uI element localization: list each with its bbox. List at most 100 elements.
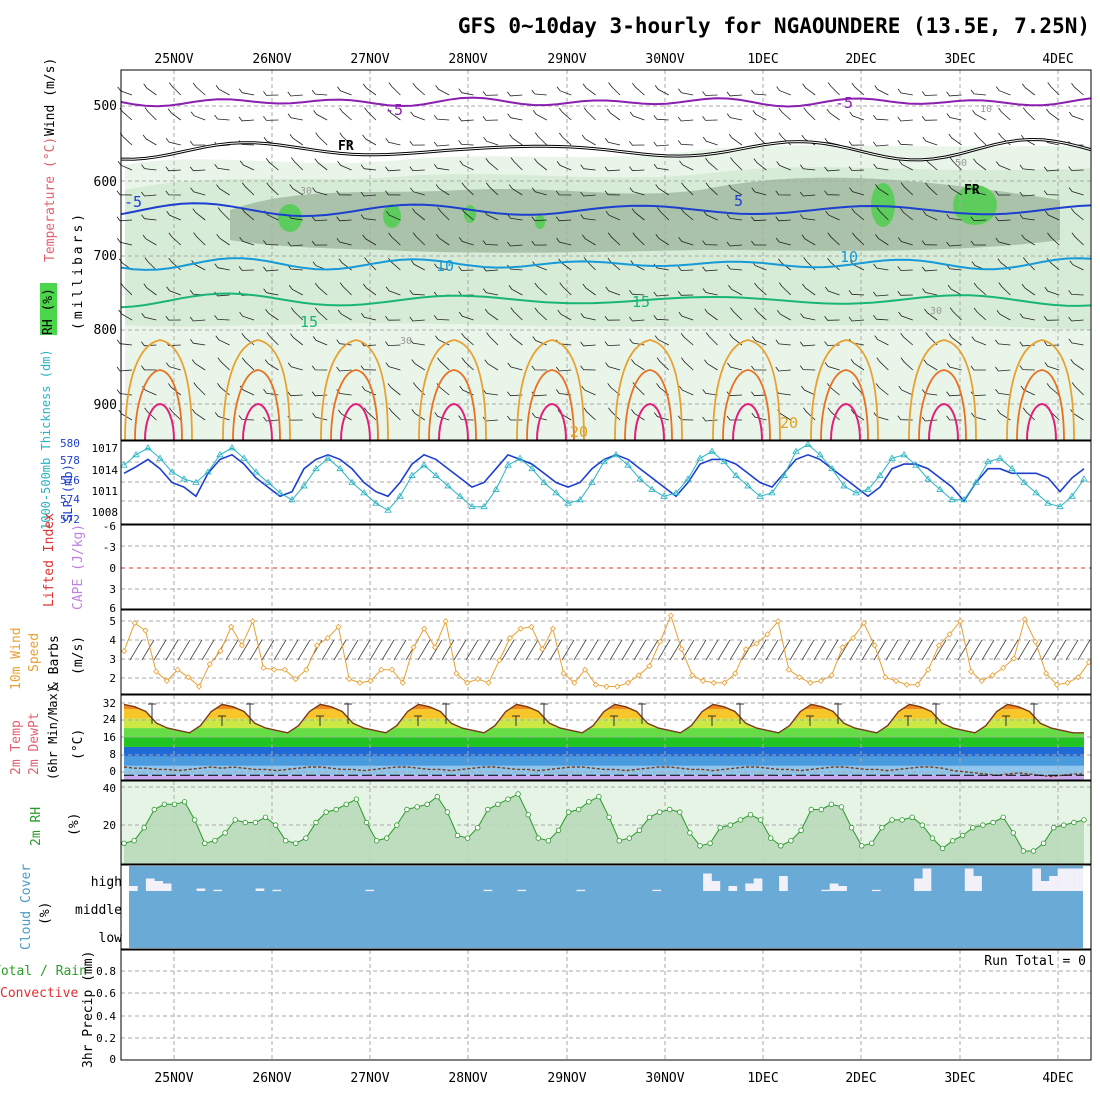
slp-marker: [612, 451, 620, 458]
slp-marker: [192, 478, 200, 485]
wind-speed-marker: [528, 623, 535, 630]
surface-wind-barb: [585, 639, 599, 661]
wind-speed-marker: [946, 631, 953, 638]
slp-marker: [840, 482, 848, 489]
wind-barb: [996, 309, 1011, 321]
wind-barb: [215, 85, 230, 96]
high-cloud-bar: [365, 889, 375, 892]
wind-barb: [827, 232, 840, 246]
surface-wind-barb: [381, 639, 395, 661]
precip-run-total: Run Total = 0: [984, 954, 1086, 969]
temp-contour-30: [438, 402, 469, 441]
rh-marker: [818, 806, 824, 813]
rh-marker: [1020, 848, 1027, 854]
wind-speed-marker: [667, 612, 674, 619]
freezing-level-line-inner: [120, 138, 1092, 161]
wind-barb: [873, 263, 889, 271]
rh-marker: [980, 822, 986, 828]
date-label: 27NOV: [350, 1071, 389, 1086]
cape-axis-label: CAPE (J/kg): [71, 524, 86, 610]
wind-barb: [677, 116, 694, 122]
wind-barb: [921, 91, 938, 96]
temp-tick: 32: [103, 697, 116, 710]
wind-barb: [238, 266, 255, 271]
wind-barb: [214, 412, 230, 421]
wind-barb: [191, 359, 206, 371]
slp-marker: [912, 461, 920, 468]
rh-marker: [323, 809, 329, 815]
wind-speed-marker: [603, 683, 610, 690]
wind-barb: [970, 365, 986, 371]
wind-barb: [388, 232, 401, 246]
precip-grid: [121, 950, 1091, 1060]
wind-barb: [289, 184, 304, 196]
wind-speed-marker: [399, 679, 406, 686]
temp-contour-minus5: [120, 202, 1092, 218]
wind-barb: [239, 160, 255, 171]
rh-marker: [212, 838, 218, 844]
wind-barb: [897, 116, 913, 122]
wind-barb: [507, 113, 523, 121]
wind-barb: [631, 359, 645, 371]
wind-barb: [311, 216, 328, 222]
wind-barb: [241, 357, 255, 371]
wind-barb: [412, 82, 426, 96]
wind-barb: [702, 266, 718, 272]
wind-barb: [1068, 187, 1084, 196]
wind-barb: [360, 164, 377, 171]
wind-barb: [143, 283, 157, 296]
wind-speed-marker: [163, 677, 170, 684]
high-cloud-bar: [129, 886, 138, 891]
wind-barb: [556, 161, 572, 171]
wind-barb: [433, 163, 450, 171]
wind-barb: [827, 257, 840, 271]
surface-wind-barb: [177, 639, 191, 661]
wind-barb: [362, 83, 377, 96]
slp-marker: [984, 457, 992, 465]
wind-speed-marker: [185, 674, 192, 681]
high-cloud-bar: [838, 886, 847, 891]
wind-barb: [534, 158, 548, 171]
wind-barb: [216, 233, 230, 246]
wind-barb: [777, 258, 792, 271]
wind-barb: [704, 308, 718, 321]
wind-label-1: 10m Wind: [9, 627, 24, 690]
surface-wind-barb: [1029, 639, 1043, 661]
rh-marker: [859, 843, 865, 849]
wind-barb: [141, 313, 157, 321]
rh-marker: [293, 840, 299, 846]
wind-barb: [339, 282, 352, 296]
wind-barb: [654, 85, 669, 96]
wind-speed-marker: [710, 679, 717, 686]
wind-barb: [852, 382, 865, 396]
wind-barb: [168, 232, 182, 246]
wind-barb: [776, 86, 791, 96]
wind-barb: [800, 313, 816, 321]
wind-barb: [360, 214, 377, 221]
wind-barb: [508, 184, 523, 196]
wind-barb: [1071, 82, 1084, 96]
surface-wind-barb: [765, 639, 779, 661]
wind-barb: [607, 383, 621, 396]
wind-barb: [1043, 190, 1060, 196]
slp-marker: [900, 451, 908, 458]
surface-wind-barb: [453, 639, 467, 661]
wind-barb: [677, 140, 694, 146]
wind-barb: [434, 263, 450, 271]
temp-contour-20: [418, 339, 487, 441]
wind-barb: [435, 184, 450, 196]
wind-barb: [461, 357, 474, 371]
pressure-tick: 700: [94, 249, 117, 264]
wind-barb: [801, 234, 816, 246]
wind-barb: [484, 359, 499, 371]
high-cloud-bar: [711, 881, 721, 891]
wind-barb: [948, 133, 962, 146]
rh-marker: [646, 814, 653, 820]
surface-wind-barb: [933, 639, 947, 661]
surface-wind-barb: [1041, 639, 1055, 661]
wind-barb: [874, 85, 889, 96]
wind-barb: [900, 357, 914, 371]
temp-contour-20: [320, 339, 389, 441]
rh-marker: [222, 830, 228, 836]
wind-barb: [629, 289, 645, 296]
